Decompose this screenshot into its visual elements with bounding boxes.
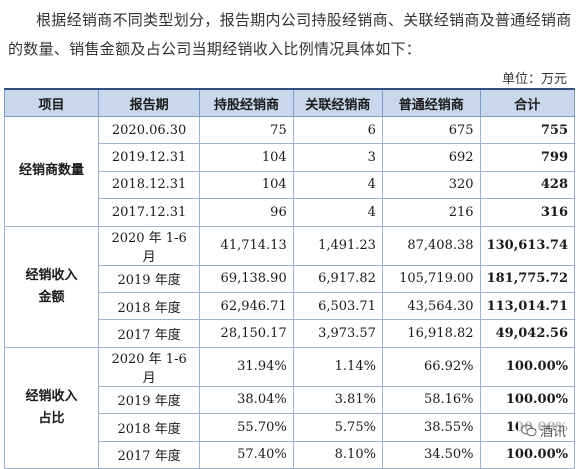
table-row: 2017 年度 28,150.17 3,973.57 16,918.82 49,042.… — [5, 319, 576, 348]
distributor-table: 项目 报告期 持股经销商 关联经销商 普通经销商 合计 经销商数量 2020.06… — [4, 88, 576, 469]
category-cell: 经销收入 金额 — [4, 225, 99, 348]
related-cell: 6 — [292, 115, 383, 145]
holding-cell: 28,150.17 — [199, 319, 294, 348]
header-related: 关联经销商 — [292, 88, 383, 117]
total-cell: 428 — [479, 170, 576, 200]
period-cell: 2018 年度 — [97, 413, 201, 442]
ordinary-cell: 87,408.38 — [381, 225, 481, 266]
holding-cell: 41,714.13 — [199, 225, 294, 266]
unit-label: 单位：万元 — [501, 72, 567, 87]
related-cell: 6,503.71 — [292, 291, 383, 321]
table-row: 2019 年度 38.04% 3.81% 58.16% 100.00% — [5, 385, 576, 415]
category-cell: 经销商数量 — [4, 116, 99, 227]
holding-cell: 55.70% — [199, 413, 294, 442]
holding-cell: 96 — [199, 198, 294, 227]
holding-cell: 104 — [199, 170, 294, 200]
total-cell: 100.00% — [479, 385, 576, 415]
ordinary-cell: 43,564.30 — [381, 291, 481, 321]
table-row: 2017.12.31 96 4 216 316 — [5, 198, 576, 227]
related-cell: 1,491.23 — [292, 225, 383, 266]
total-cell: 316 — [479, 198, 576, 227]
ordinary-cell: 320 — [381, 170, 481, 200]
period-cell: 2019.12.31 — [97, 143, 201, 172]
watermark-text: 酒讯 — [539, 425, 566, 440]
ordinary-cell: 216 — [381, 198, 481, 227]
period-cell: 2020 年 1-6 月 — [97, 346, 201, 387]
table-row: 经销收入 金额 2020 年 1-6 月 41,714.13 1,491.23 87,40… — [4, 225, 576, 348]
holding-cell: 31.94% — [199, 346, 294, 387]
ordinary-cell: 66.92% — [381, 346, 481, 387]
header-holding: 持股经销商 — [199, 88, 294, 117]
holding-cell: 57.40% — [199, 440, 294, 469]
period-cell: 2019 年度 — [97, 385, 201, 415]
total-cell: 755 — [479, 115, 576, 145]
total-cell: 181,775.72 — [479, 264, 576, 293]
total-cell: 49,042.56 — [479, 319, 576, 348]
header-item: 项目 — [4, 88, 99, 117]
related-cell: 5.75% — [292, 413, 383, 442]
wechat-watermark: 酒讯 — [517, 420, 569, 441]
related-cell: 3 — [292, 143, 383, 172]
intro-paragraph: 根据经销商不同类型划分，报告期内公司持股经销商、关联经销商及普通经销商的数量、销… — [8, 11, 572, 58]
ordinary-cell: 34.50% — [381, 440, 481, 469]
ordinary-cell: 16,918.82 — [381, 319, 481, 348]
total-cell: 100.00% — [479, 346, 576, 387]
total-cell: 113,014.71 — [479, 291, 576, 321]
period-cell: 2019 年度 — [97, 264, 201, 293]
table-row: 经销商数量 2020.06.30 75 6 675 755 — [4, 115, 576, 227]
total-cell: 100.00% — [479, 440, 576, 469]
holding-cell: 62,946.71 — [199, 291, 294, 321]
holding-cell: 69,138.90 — [199, 264, 294, 293]
total-cell: 130,613.74 — [479, 225, 576, 266]
related-cell: 4 — [292, 198, 383, 227]
table-row: 2019 年度 69,138.90 6,917.82 105,719.00 181,77… — [5, 264, 576, 293]
ordinary-cell: 58.16% — [381, 385, 481, 415]
table-row: 2018.12.31 104 4 320 428 — [5, 170, 576, 200]
holding-cell: 38.04% — [199, 385, 294, 415]
header-period: 报告期 — [97, 88, 201, 117]
ordinary-cell: 675 — [381, 115, 481, 145]
ordinary-cell: 692 — [381, 143, 481, 172]
table-row: 经销收入 占比 2020 年 1-6 月 31.94% 1.14% 66.92% 100.0… — [4, 346, 576, 469]
holding-cell: 104 — [199, 143, 294, 172]
period-cell: 2020.06.30 — [97, 115, 201, 145]
related-cell: 6,917.82 — [292, 264, 383, 293]
period-cell: 2018.12.31 — [97, 170, 201, 200]
ordinary-cell: 38.55% — [381, 413, 481, 442]
header-row: 项目 报告期 持股经销商 关联经销商 普通经销商 合计 — [4, 88, 576, 117]
related-cell: 8.10% — [292, 440, 383, 469]
table-row: 2019.12.31 104 3 692 799 — [5, 143, 576, 172]
period-cell: 2017 年度 — [97, 440, 201, 469]
category-cell: 经销收入 占比 — [4, 346, 99, 469]
header-total: 合计 — [479, 88, 576, 117]
holding-cell: 75 — [199, 115, 294, 145]
ordinary-cell: 105,719.00 — [381, 264, 481, 293]
header-ordinary: 普通经销商 — [381, 88, 481, 117]
wechat-icon — [520, 424, 537, 437]
related-cell: 4 — [292, 170, 383, 200]
related-cell: 3,973.57 — [292, 319, 383, 348]
period-cell: 2020 年 1-6 月 — [97, 225, 201, 266]
period-cell: 2017.12.31 — [97, 198, 201, 227]
related-cell: 1.14% — [292, 346, 383, 387]
period-cell: 2017 年度 — [97, 319, 201, 348]
period-cell: 2018 年度 — [97, 291, 201, 321]
related-cell: 3.81% — [292, 385, 383, 415]
total-cell: 799 — [479, 143, 576, 172]
